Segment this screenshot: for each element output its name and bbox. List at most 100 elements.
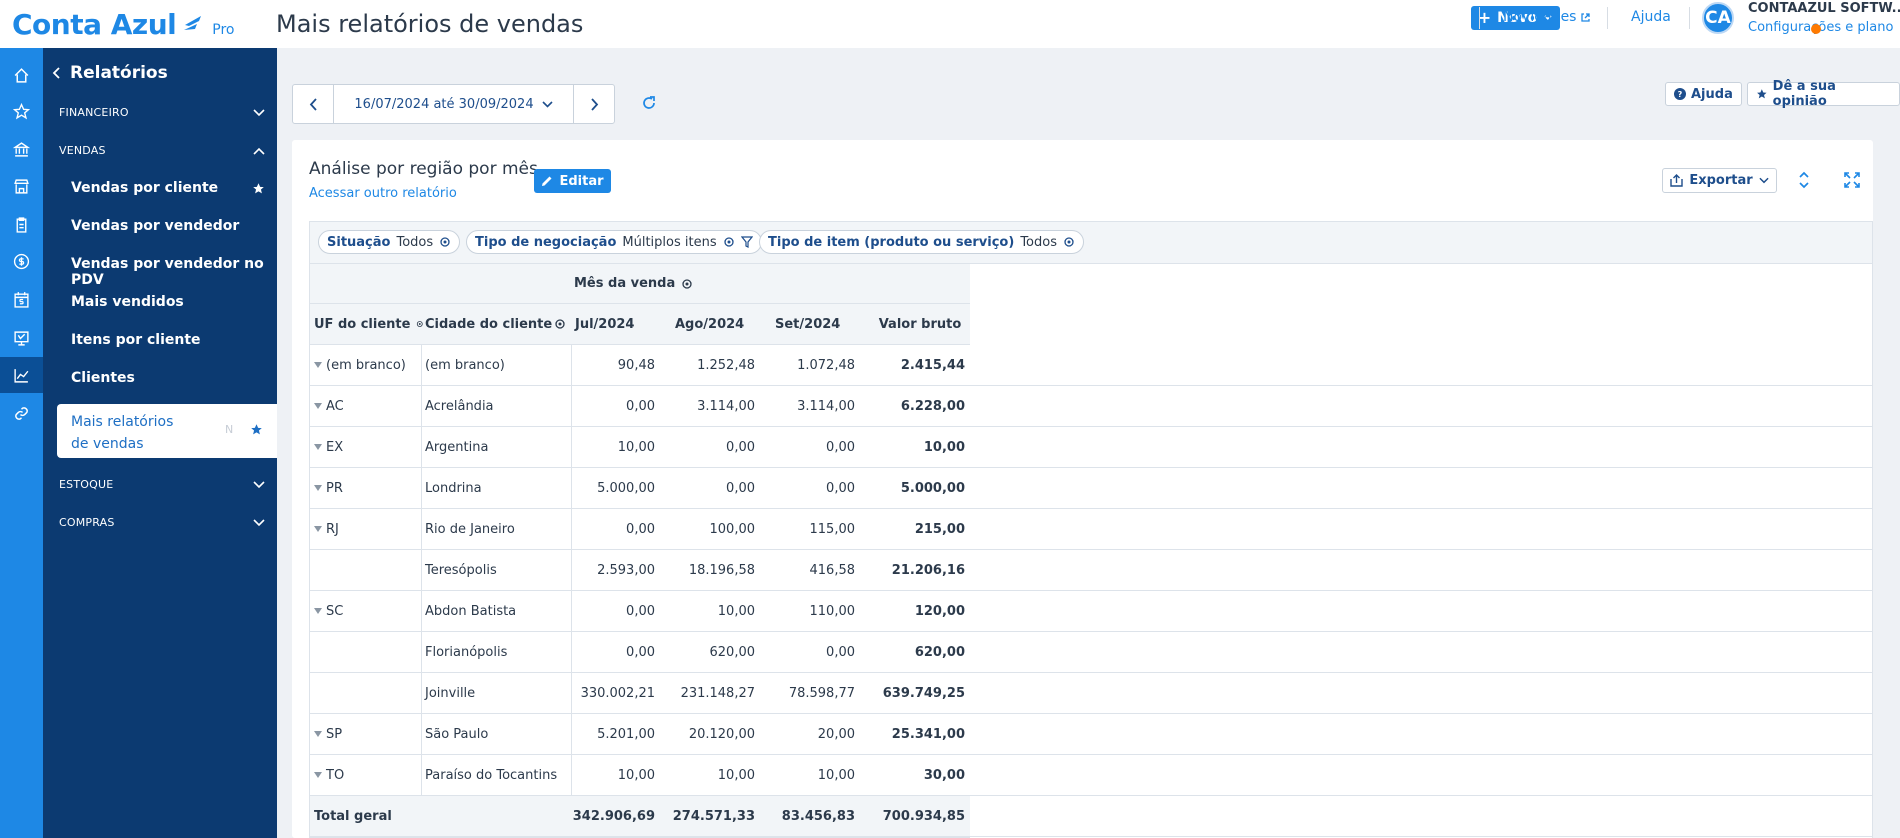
section-estoque[interactable]: ESTOQUE: [59, 478, 265, 491]
gear-icon[interactable]: [416, 318, 424, 330]
fullscreen-icon[interactable]: [1842, 170, 1862, 190]
filter-situacao[interactable]: Situação Todos: [318, 230, 461, 254]
gear-icon[interactable]: [439, 236, 451, 248]
export-button[interactable]: Exportar: [1662, 168, 1777, 193]
cell-uf[interactable]: AC: [314, 386, 419, 426]
next-period-button[interactable]: [574, 85, 614, 123]
sidebar-item-vendas-por-vendedor-pdv[interactable]: Vendas por vendedor no PDV: [71, 256, 265, 288]
column-header-ago[interactable]: Ago/2024: [675, 316, 745, 332]
ajuda-link[interactable]: Ajuda: [1631, 9, 1671, 25]
cell-uf[interactable]: [314, 673, 419, 713]
cell-valor-bruto: 120,00: [914, 603, 965, 619]
filter-tipo-negociacao[interactable]: Tipo de negociação Múltiplos itens: [466, 230, 762, 254]
gear-icon[interactable]: [723, 236, 735, 248]
register-icon[interactable]: [0, 320, 43, 356]
gear-icon[interactable]: [554, 318, 566, 330]
column-divider: [421, 755, 422, 795]
pencil-icon: [542, 176, 552, 186]
collapse-triangle-icon[interactable]: [314, 403, 322, 409]
collapse-triangle-icon[interactable]: [314, 485, 322, 491]
gear-icon[interactable]: [681, 278, 693, 290]
other-report-link[interactable]: Acessar outro relatório: [309, 186, 457, 201]
sidebar-item-clientes[interactable]: Clientes: [71, 370, 265, 386]
column-divider: [421, 714, 422, 754]
cell-set: 110,00: [809, 603, 856, 619]
column-header-jul[interactable]: Jul/2024: [575, 316, 635, 332]
cell-uf[interactable]: SP: [314, 714, 419, 754]
filter-value: Todos: [1020, 234, 1057, 250]
sidebar-item-vendas-por-vendedor[interactable]: Vendas por vendedor: [71, 218, 265, 234]
new-badge: N: [225, 423, 234, 436]
question-circle-icon: ?: [1674, 88, 1686, 100]
cell-uf[interactable]: EX: [314, 427, 419, 467]
column-header-set[interactable]: Set/2024: [775, 316, 841, 332]
collapse-triangle-icon[interactable]: [314, 526, 322, 532]
sidebar-back-button[interactable]: Relatórios: [52, 63, 168, 83]
new-button[interactable]: + Novo: [1471, 6, 1560, 30]
conta-azul-logo[interactable]: Conta Azul Pro: [12, 8, 264, 41]
refresh-icon[interactable]: [640, 94, 658, 116]
gear-icon[interactable]: [1063, 236, 1075, 248]
sidebar-item-label: Vendas por cliente: [71, 180, 219, 196]
section-compras[interactable]: COMPRAS: [59, 516, 265, 529]
chart-line-icon[interactable]: [0, 357, 43, 393]
calendar-dollar-icon[interactable]: [0, 281, 43, 317]
dollar-icon[interactable]: [0, 243, 43, 279]
column-header-cidade[interactable]: Cidade do cliente: [425, 304, 570, 344]
filter-tipo-item[interactable]: Tipo de item (produto ou serviço) Todos: [759, 230, 1084, 254]
section-vendas[interactable]: VENDAS: [59, 144, 265, 157]
cell-uf[interactable]: [314, 550, 419, 590]
sidebar-item-vendas-por-cliente[interactable]: Vendas por cliente: [71, 180, 265, 196]
novidades-link[interactable]: Novidades: [1503, 9, 1591, 25]
uf-label: AC: [326, 398, 344, 414]
cell-ago: 620,00: [709, 644, 756, 660]
cell-jul: 330.002,21: [580, 685, 655, 701]
sidebar-item-mais-vendidos[interactable]: Mais vendidos: [71, 294, 265, 310]
bank-icon[interactable]: [0, 131, 43, 167]
filter-value: Múltiplos itens: [622, 234, 717, 250]
section-financeiro[interactable]: FINANCEIRO: [59, 106, 265, 119]
star-filled-icon[interactable]: [252, 182, 265, 195]
avatar[interactable]: CA: [1702, 2, 1734, 34]
collapse-triangle-icon[interactable]: [314, 772, 322, 778]
collapse-triangle-icon[interactable]: [314, 444, 322, 450]
cell-set: 115,00: [809, 521, 856, 537]
collapse-triangle-icon[interactable]: [314, 362, 322, 368]
sidebar-item-itens-por-cliente[interactable]: Itens por cliente: [71, 332, 265, 348]
cell-uf[interactable]: SC: [314, 591, 419, 631]
cell-uf[interactable]: TO: [314, 755, 419, 795]
cell-uf[interactable]: (em branco): [314, 345, 419, 385]
filter-icon[interactable]: [740, 236, 753, 248]
cell-uf[interactable]: RJ: [314, 509, 419, 549]
column-header-valor-bruto[interactable]: Valor bruto: [878, 316, 962, 332]
previous-period-button[interactable]: [293, 85, 333, 123]
cell-valor-bruto: 700.934,85: [882, 808, 965, 824]
feedback-button[interactable]: Dê a sua opinião: [1747, 79, 1900, 109]
star-filled-icon[interactable]: [250, 423, 263, 436]
cell-valor-bruto: 25.341,00: [891, 726, 965, 742]
cell-valor-bruto: 10,00: [923, 439, 965, 455]
collapse-triangle-icon[interactable]: [314, 608, 322, 614]
sidebar-item-mais-relatorios[interactable]: Mais relatórios de vendas N: [57, 404, 277, 458]
company-name[interactable]: CONTAAZUL SOFTW...: [1748, 1, 1900, 16]
date-range-dropdown[interactable]: 16/07/2024 até 30/09/2024: [333, 85, 574, 123]
home-icon[interactable]: [0, 57, 43, 93]
column-header-uf[interactable]: UF do cliente: [314, 304, 424, 344]
collapse-triangle-icon[interactable]: [314, 731, 322, 737]
cell-set: 3.114,00: [797, 398, 855, 414]
clipboard-icon[interactable]: [0, 206, 43, 242]
help-button[interactable]: ? Ajuda: [1665, 82, 1742, 106]
chevron-up-icon: [253, 147, 265, 155]
cell-uf[interactable]: PR: [314, 468, 419, 508]
cell-valor-bruto: 215,00: [914, 521, 965, 537]
edit-button[interactable]: Editar: [534, 169, 611, 193]
month-group-header[interactable]: Mês da venda: [574, 264, 774, 303]
expand-rows-icon[interactable]: [1794, 170, 1814, 190]
column-divider: [421, 550, 422, 590]
star-icon[interactable]: [0, 93, 43, 129]
column-divider: [421, 345, 422, 385]
cell-uf[interactable]: [314, 632, 419, 672]
cell-cidade: Paraíso do Tocantins: [425, 767, 558, 783]
link-icon[interactable]: [0, 395, 43, 431]
store-icon[interactable]: [0, 168, 43, 204]
